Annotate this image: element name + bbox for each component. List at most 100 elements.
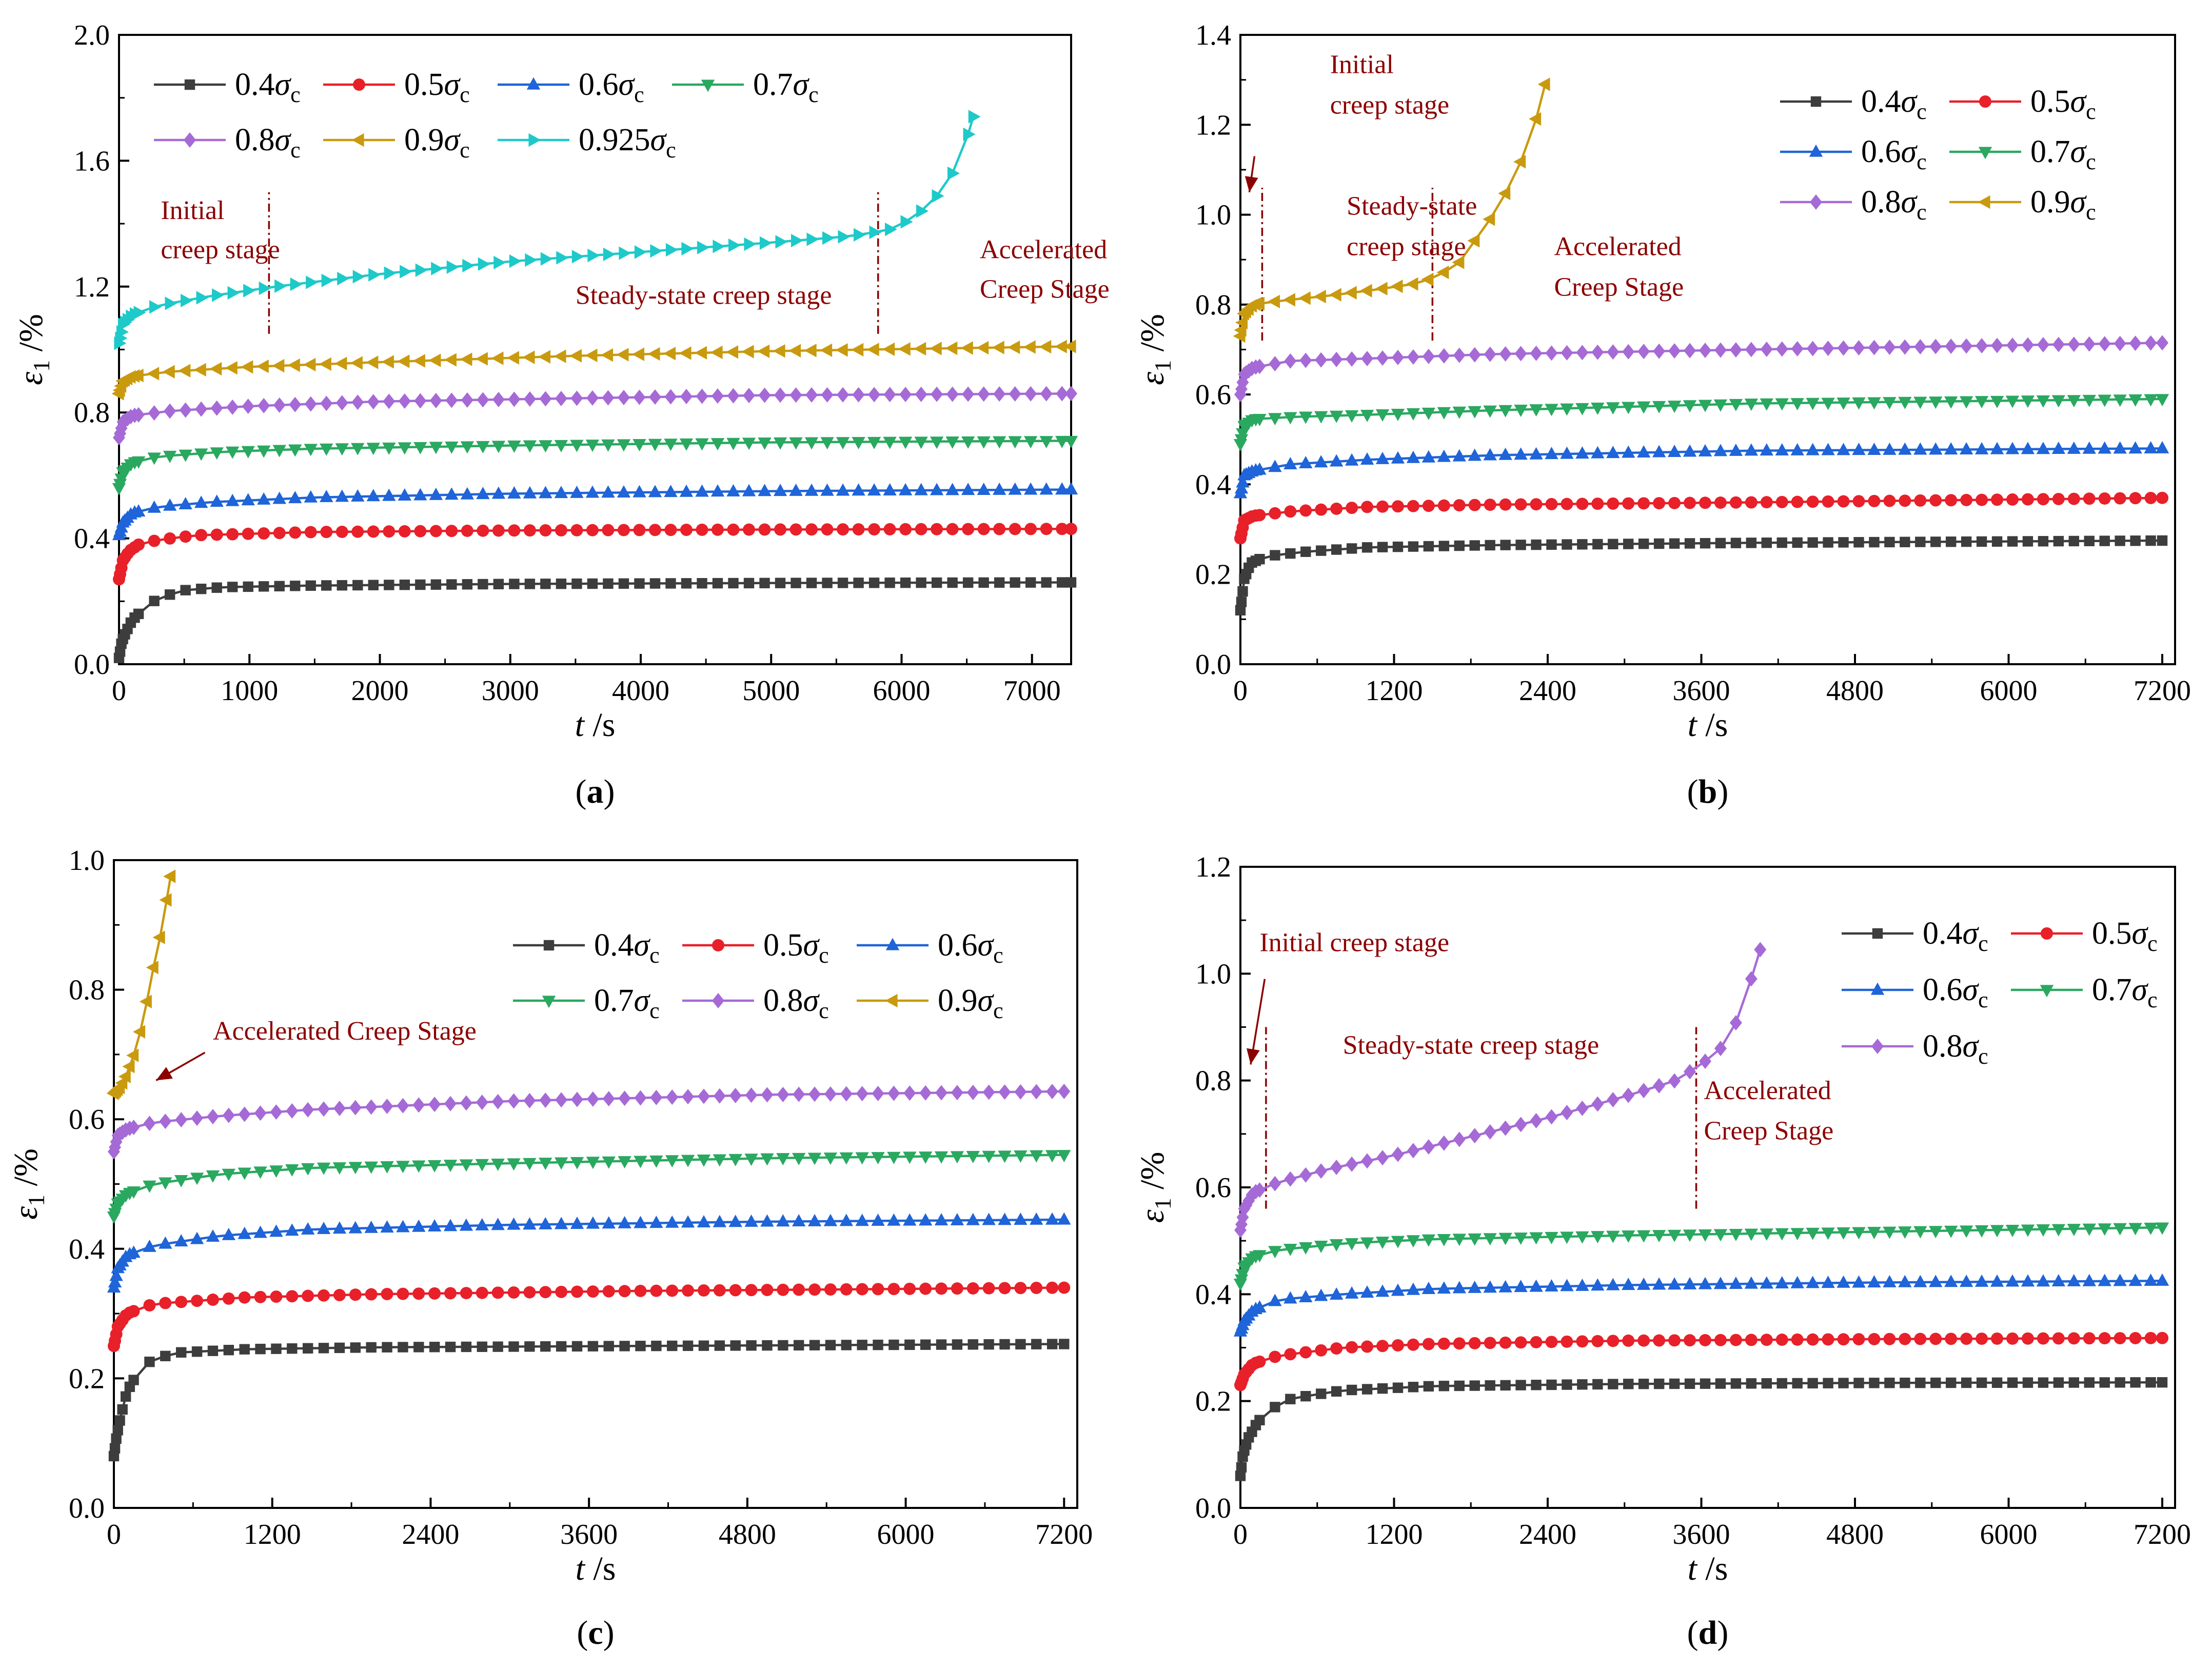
x-tick-label: 6000: [873, 675, 930, 707]
data-point-0.4: [305, 580, 316, 591]
data-point-0.7: [1345, 410, 1359, 423]
data-point-0.6: [664, 485, 678, 498]
data-point-0.6: [1821, 1276, 1835, 1288]
data-point-0.9: [1467, 234, 1480, 248]
data-point-0.8: [2144, 335, 2157, 351]
y-tick-label: 0.2: [1195, 559, 1231, 591]
data-point-0.7: [1483, 1233, 1497, 1246]
data-point-0.4: [1254, 1415, 1265, 1425]
data-point-0.4: [384, 580, 394, 590]
data-point-0.6: [1299, 455, 1313, 468]
data-point-0.4: [287, 1343, 298, 1354]
data-point-0.8: [175, 1112, 188, 1128]
data-point-0.4: [1869, 536, 1880, 548]
data-point-0.4: [743, 578, 755, 589]
data-point-0.5: [164, 532, 176, 545]
data-point-0.5: [697, 1284, 710, 1297]
data-point-0.4: [931, 577, 942, 588]
data-point-0.7: [713, 1154, 727, 1167]
x-tick-label: 1200: [1366, 675, 1423, 707]
data-point-0.4: [822, 578, 833, 588]
data-point-0.6: [871, 1213, 885, 1226]
data-point-0.7: [194, 448, 208, 461]
data-point-0.7: [1821, 1227, 1835, 1240]
panel-a: 0 1000 2000 3000 4000 5000 6000 70000.00.40.81.…: [12, 19, 1110, 810]
data-point-0.9: [616, 348, 629, 362]
data-point-0.4: [1761, 1378, 1772, 1389]
data-point-0.7: [1744, 1228, 1759, 1241]
data-point-0.8: [966, 1084, 979, 1100]
data-point-0.5: [222, 1292, 235, 1305]
data-point-0.6: [335, 489, 349, 502]
data-point-0.8: [1637, 1083, 1650, 1099]
legend-label: 0.4σc: [594, 928, 660, 968]
data-point-0.4: [1730, 1378, 1742, 1389]
data-point-0.4: [1485, 1380, 1495, 1391]
data-point-0.5: [1775, 1334, 1788, 1346]
data-point-0.5: [1852, 495, 1865, 508]
data-point-0.5: [1422, 500, 1435, 512]
data-point-0.8: [777, 1087, 789, 1103]
data-point-0.6: [1514, 1280, 1528, 1293]
data-point-0.7: [127, 1186, 141, 1199]
data-point-0.7: [174, 1175, 188, 1187]
data-point-0.7: [2036, 1224, 2050, 1237]
data-point-0.9: [178, 364, 191, 377]
legend-label: 0.6σc: [1923, 972, 1988, 1012]
data-point-0.9: [209, 362, 222, 376]
data-point-0.7: [1514, 1232, 1528, 1245]
data-point-0.6: [570, 1217, 584, 1229]
data-point-0.6: [1468, 448, 1482, 461]
data-point-0.8: [570, 1091, 583, 1107]
data-point-0.9: [1282, 293, 1295, 307]
data-point-0.8: [1499, 1120, 1512, 1136]
data-point-0.4: [1669, 1378, 1680, 1389]
data-point-0.6: [241, 493, 255, 506]
data-point-0.6: [163, 498, 177, 511]
data-point-0.7: [2021, 395, 2035, 408]
data-point-0.4: [1235, 1470, 1246, 1481]
data-point-0.4: [634, 578, 645, 589]
data-point-0.6: [1606, 1278, 1620, 1290]
data-point-0.9: [272, 359, 285, 373]
y-tick-label: 1.6: [74, 145, 110, 177]
data-point-0.9: [412, 354, 425, 368]
data-point-0.5: [508, 524, 521, 537]
data-point-0.7: [1437, 1234, 1451, 1247]
data-point-0.4: [1991, 1377, 2003, 1388]
data-point-0.5: [1929, 1333, 1942, 1345]
data-point-0.4: [1915, 1377, 1926, 1388]
data-point-0.5: [1791, 1333, 1804, 1346]
data-point-0.7: [364, 1161, 378, 1174]
data-point-0.7: [2098, 394, 2111, 407]
data-point-0.925: [681, 242, 694, 256]
data-point-0.7: [586, 1157, 600, 1169]
data-point-0.9: [866, 343, 879, 356]
data-point-0.8: [1545, 345, 1558, 361]
data-point-0.4: [759, 578, 770, 588]
data-point-0.7: [317, 1162, 331, 1175]
data-point-0.8: [1024, 386, 1037, 402]
data-point-0.4: [352, 580, 363, 591]
data-point-0.5: [1760, 1334, 1773, 1346]
data-point-0.925: [196, 291, 209, 305]
data-point-0.6: [174, 1234, 188, 1247]
data-point-0.6: [210, 494, 224, 507]
data-point-0.9: [475, 352, 488, 366]
data-point-0.7: [1360, 410, 1374, 423]
data-point-0.6: [1360, 1285, 1374, 1298]
data-point-0.9: [726, 345, 739, 359]
data-point-0.9: [522, 350, 535, 364]
data-point-0.5: [367, 525, 380, 538]
data-point-0.9: [1498, 186, 1511, 201]
data-point-0.7: [903, 1151, 917, 1164]
data-point-0.5: [1668, 496, 1681, 509]
data-point-0.8: [977, 386, 990, 402]
data-point-0.4: [290, 581, 301, 591]
data-point-0.6: [1867, 1275, 1881, 1288]
legend-marker: [1871, 1039, 1884, 1054]
data-point-0.5: [1653, 497, 1666, 510]
data-point-0.5: [727, 523, 740, 536]
data-point-0.6: [1314, 455, 1328, 468]
data-point-0.4: [1746, 1378, 1757, 1389]
